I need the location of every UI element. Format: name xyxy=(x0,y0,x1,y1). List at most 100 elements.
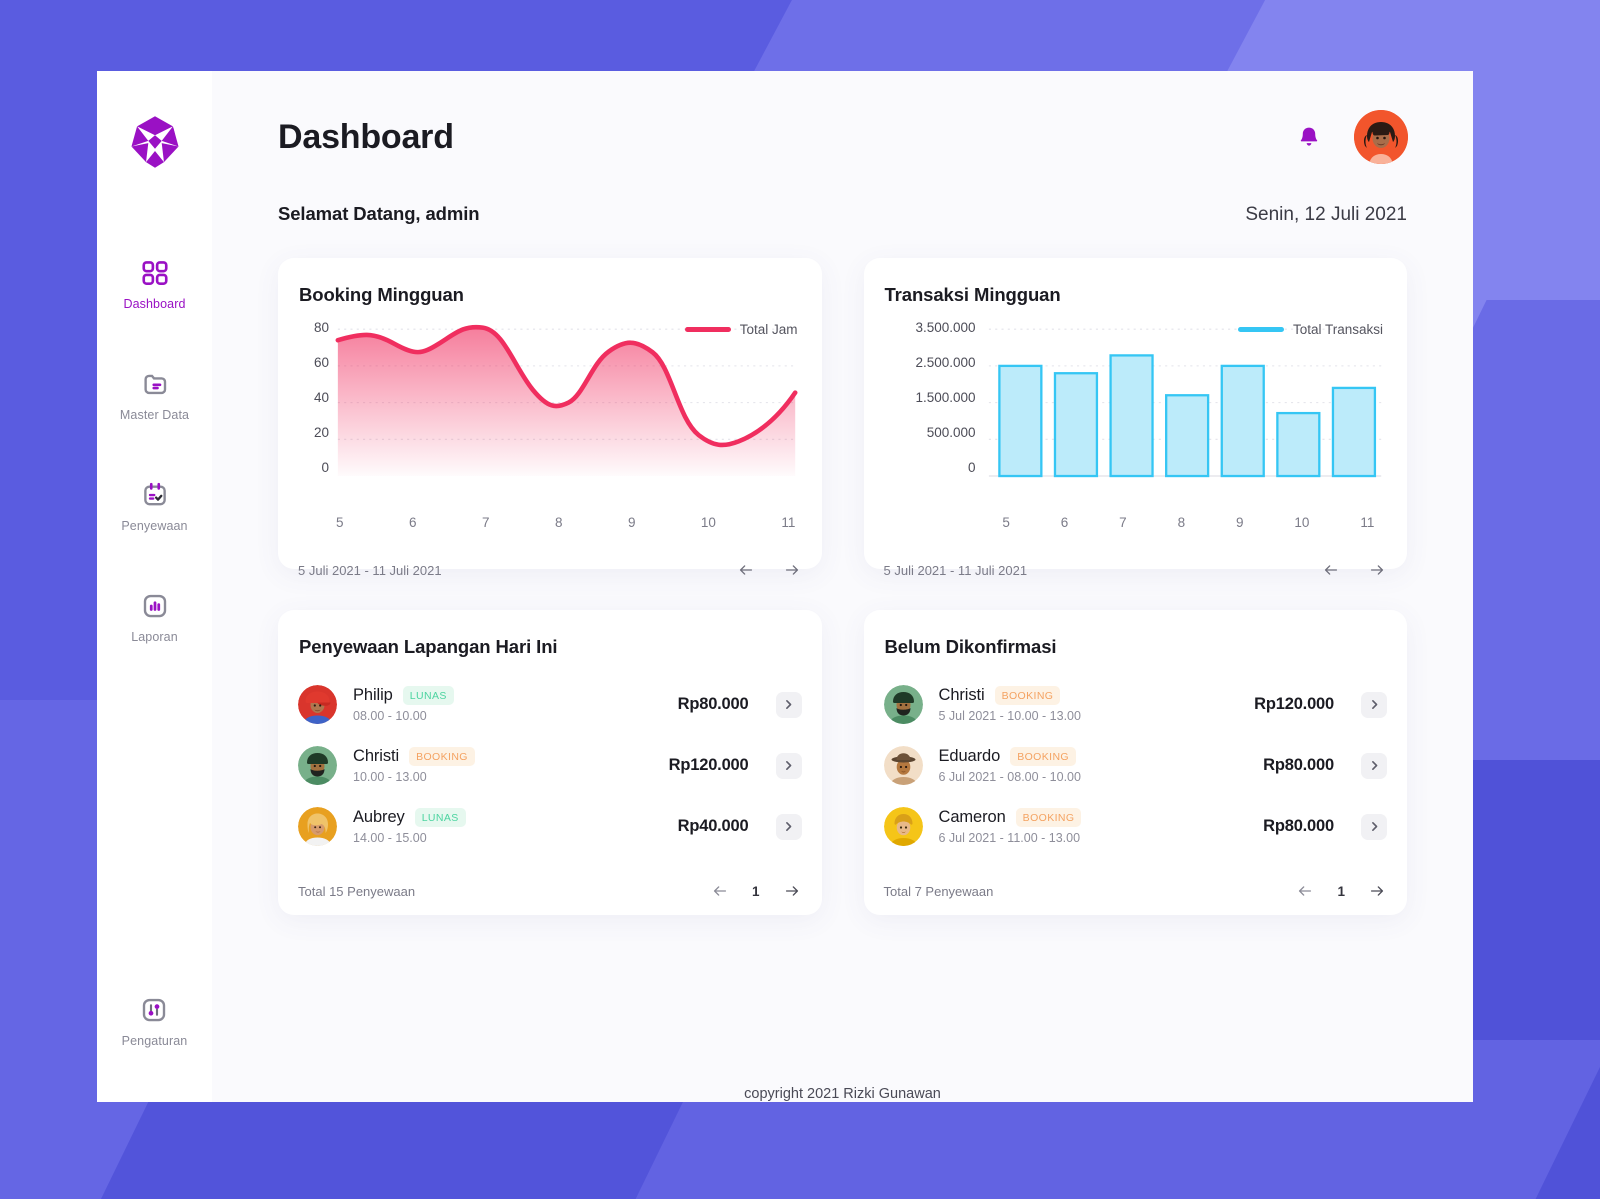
greeting-text: Selamat Datang, admin xyxy=(278,203,480,224)
card-title: Belum Dikonfirmasi xyxy=(884,636,1057,657)
list-item-time: 10.00 - 13.00 xyxy=(353,770,427,784)
sidebar-item-label: Pengaturan xyxy=(121,1034,188,1048)
chevron-right-icon[interactable] xyxy=(1361,691,1387,718)
chevron-right-icon[interactable] xyxy=(775,752,802,779)
list-item[interactable]: Aubrey LUNAS 14.00 - 15.00 Rp40.000 xyxy=(298,796,802,857)
list-item-amount: Rp80.000 xyxy=(677,695,749,713)
dashboard-grid: Booking Mingguan Total Jam xyxy=(278,258,1407,915)
x-tick: 6 xyxy=(408,515,417,531)
list-item[interactable]: Cameron BOOKING 6 Jul 2021 - 11.00 - 13.… xyxy=(883,796,1387,857)
greeting-row: Selamat Datang, admin Senin, 12 Juli 202… xyxy=(278,203,1407,226)
sidebar-item-laporan[interactable]: Laporan xyxy=(97,577,212,654)
legend-swatch xyxy=(684,327,731,332)
list-item-amount: Rp80.000 xyxy=(1263,756,1334,774)
chart-pagination xyxy=(736,560,802,580)
app-logo-icosahedron[interactable] xyxy=(127,114,183,170)
sidebar-item-penyewaan[interactable]: Penyewaan xyxy=(97,466,212,543)
card-transaksi-mingguan: Transaksi Mingguan Total Transaksi xyxy=(863,258,1407,578)
x-tick: 7 xyxy=(481,515,490,531)
arrow-right-icon[interactable] xyxy=(782,881,802,901)
list-item-time: 6 Jul 2021 - 11.00 - 13.00 xyxy=(938,831,1081,845)
avatar-aubrey xyxy=(298,807,337,846)
avatar-christi xyxy=(298,746,337,785)
status-badge: BOOKING xyxy=(1010,747,1076,766)
x-tick: 11 xyxy=(781,515,796,531)
bell-icon[interactable] xyxy=(1297,124,1321,150)
y-tick: 60 xyxy=(313,355,329,370)
chevron-right-icon[interactable] xyxy=(775,691,802,718)
avatar-christi xyxy=(883,685,923,724)
list-item-info: Philip LUNAS 08.00 - 10.00 xyxy=(353,686,454,723)
arrow-left-icon[interactable] xyxy=(736,560,756,580)
card-footer: 5 Juli 2021 - 11 Juli 2021 xyxy=(884,550,1388,580)
chevron-right-icon[interactable] xyxy=(1361,752,1387,779)
x-tick: 6 xyxy=(1060,515,1069,531)
card-footer: 5 Juli 2021 - 11 Juli 2021 xyxy=(298,550,802,580)
topbar-actions xyxy=(1297,110,1408,164)
y-tick: 3.500.000 xyxy=(915,320,976,335)
chart-legend: Total Transaksi xyxy=(1237,322,1383,337)
folder-list-icon xyxy=(140,369,170,399)
card-belum-dikonfirmasi: Belum Dikonfirmasi xyxy=(863,610,1407,915)
legend-label: Total Jam xyxy=(739,322,798,337)
page-number: 1 xyxy=(751,883,760,899)
x-tick: 5 xyxy=(336,515,344,531)
user-avatar[interactable] xyxy=(1354,110,1408,164)
date-range: 5 Juli 2021 - 11 Juli 2021 xyxy=(298,562,442,578)
arrow-right-icon[interactable] xyxy=(1367,560,1387,580)
date-range: 5 Juli 2021 - 11 Juli 2021 xyxy=(883,562,1028,578)
sidebar-item-pengaturan[interactable]: Pengaturan xyxy=(122,981,188,1058)
list-item-time: 08.00 - 10.00 xyxy=(353,709,427,723)
sidebar-item-dashboard[interactable]: Dashboard xyxy=(97,244,212,321)
arrow-left-icon[interactable] xyxy=(710,881,730,901)
list-item[interactable]: Christi BOOKING 10.00 - 13.00 Rp120.000 xyxy=(298,735,802,796)
list-item-info: Christi BOOKING 10.00 - 13.00 xyxy=(353,747,475,784)
x-tick: 8 xyxy=(554,515,563,531)
x-tick: 8 xyxy=(1177,515,1186,531)
bar-chart-icon xyxy=(140,591,170,621)
arrow-left-icon[interactable] xyxy=(1295,881,1315,901)
y-tick: 80 xyxy=(313,320,329,335)
sidebar-item-label: Penyewaan xyxy=(121,519,188,533)
list-item-name: Eduardo xyxy=(938,747,1001,765)
list-item-name: Philip xyxy=(353,686,393,704)
arrow-left-icon[interactable] xyxy=(1321,560,1341,580)
list-item-amount: Rp80.000 xyxy=(1263,817,1334,835)
list-item-info: Eduardo BOOKING 6 Jul 2021 - 08.00 - 10.… xyxy=(939,747,1081,784)
status-badge: LUNAS xyxy=(414,808,466,827)
legend-swatch xyxy=(1237,327,1284,332)
arrow-right-icon[interactable] xyxy=(1367,881,1387,901)
total-text: Total 15 Penyewaan xyxy=(298,883,416,899)
arrow-right-icon[interactable] xyxy=(782,560,802,580)
line-chart-svg xyxy=(335,324,798,477)
chevron-right-icon[interactable] xyxy=(1361,813,1387,840)
avatar-philip xyxy=(298,685,337,724)
list-item-info: Christi BOOKING 5 Jul 2021 - 10.00 - 13.… xyxy=(939,686,1081,723)
sidebar-item-label: Dashboard xyxy=(123,297,186,311)
sliders-icon xyxy=(139,995,169,1025)
list-item-amount: Rp40.000 xyxy=(677,817,749,835)
chart-legend: Total Jam xyxy=(684,322,798,337)
legend-label: Total Transaksi xyxy=(1292,322,1383,337)
x-tick: 9 xyxy=(627,515,636,531)
line-chart: Total Jam xyxy=(298,304,802,530)
list-item-amount: Rp120.000 xyxy=(1254,695,1334,713)
list-item[interactable]: Eduardo BOOKING 6 Jul 2021 - 08.00 - 10.… xyxy=(883,735,1387,796)
calendar-check-icon xyxy=(140,480,170,510)
status-badge: LUNAS xyxy=(402,686,454,705)
x-tick: 9 xyxy=(1236,515,1244,531)
sidebar-item-master-data[interactable]: Master Data xyxy=(97,355,212,432)
total-text: Total 7 Penyewaan xyxy=(883,883,994,899)
chart-pagination xyxy=(1321,560,1387,580)
unconfirmed-list: Christi BOOKING 5 Jul 2021 - 10.00 - 13.… xyxy=(883,674,1387,857)
card-booking-mingguan: Booking Mingguan Total Jam xyxy=(278,258,822,578)
list-item[interactable]: Philip LUNAS 08.00 - 10.00 Rp80.000 xyxy=(298,674,802,735)
sidebar: Dashboard Master Data xyxy=(97,71,212,1102)
y-tick: 1.500.000 xyxy=(915,390,976,405)
list-item-name: Cameron xyxy=(938,808,1006,826)
chevron-right-icon[interactable] xyxy=(775,813,802,840)
page-number: 1 xyxy=(1337,883,1345,899)
list-item-time: 5 Jul 2021 - 10.00 - 13.00 xyxy=(938,709,1081,723)
list-item[interactable]: Christi BOOKING 5 Jul 2021 - 10.00 - 13.… xyxy=(883,674,1387,735)
x-tick: 11 xyxy=(1360,515,1375,531)
